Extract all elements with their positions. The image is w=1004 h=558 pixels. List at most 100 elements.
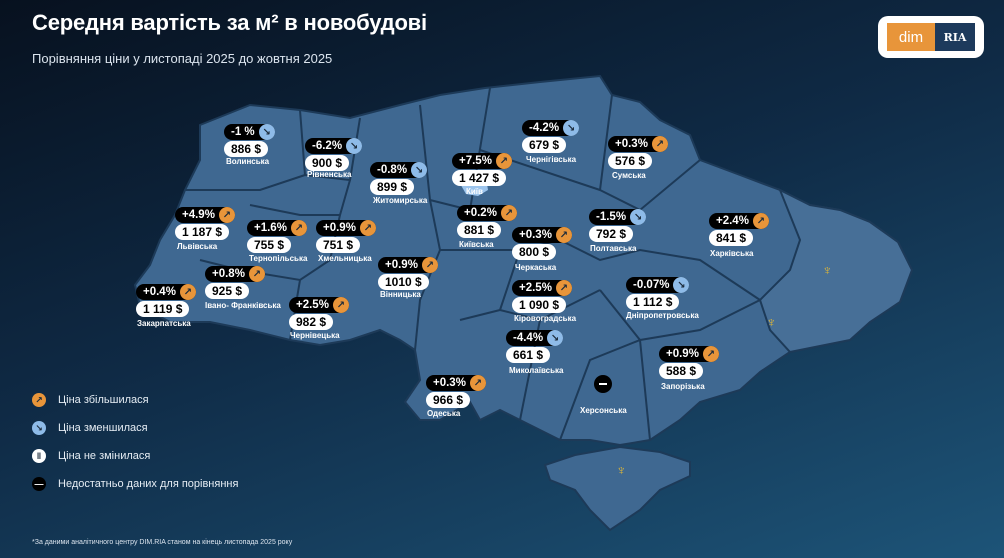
change-pill: -0.8% ↘ bbox=[370, 162, 428, 178]
arrow-up-right-icon: ↗ bbox=[218, 207, 235, 223]
change-value: +2.5% bbox=[519, 282, 552, 294]
region-name: Чернівецька bbox=[290, 331, 340, 340]
region-badge: +2.5% ↗ 1 090 $ bbox=[512, 278, 572, 313]
change-pill: -4.2% ↘ bbox=[522, 120, 580, 136]
change-value: -1 % bbox=[231, 126, 255, 138]
price-value: 900 $ bbox=[305, 155, 350, 171]
region-badge: -0.8% ↘ 899 $ bbox=[370, 160, 428, 195]
price-value: 881 $ bbox=[457, 222, 502, 238]
arrow-down-right-icon: ↘ bbox=[563, 120, 580, 136]
legend-label: Ціна збільшилася bbox=[58, 394, 149, 406]
arrow-up-right-icon: ↗ bbox=[32, 393, 46, 407]
price-value: 966 $ bbox=[426, 392, 471, 408]
change-value: +0.8% bbox=[212, 268, 245, 280]
change-pill: -1 % ↘ bbox=[224, 124, 275, 140]
region-badge: -4.2% ↘ 679 $ bbox=[522, 118, 580, 153]
change-pill: +2.5% ↗ bbox=[512, 280, 572, 296]
legend-item-no-data: — Недостатньо даних для порівняння bbox=[32, 470, 238, 498]
change-pill: +2.4% ↗ bbox=[709, 213, 769, 229]
change-value: +0.3% bbox=[519, 229, 552, 241]
change-value: +4.9% bbox=[182, 209, 215, 221]
change-pill: +0.3% ↗ bbox=[426, 375, 486, 391]
logo-ria: RIA bbox=[935, 23, 975, 51]
region-name: Запорізька bbox=[661, 382, 705, 391]
price-value: 751 $ bbox=[316, 237, 361, 253]
arrow-up-right-icon: ↗ bbox=[332, 297, 349, 313]
change-pill: +4.9% ↗ bbox=[175, 207, 235, 223]
change-value: +7.5% bbox=[459, 155, 492, 167]
change-value: -0.8% bbox=[377, 164, 408, 176]
trident-icon: ♆ bbox=[766, 314, 777, 330]
region-badge: +0.3% ↗ 800 $ bbox=[512, 225, 572, 260]
price-value: 588 $ bbox=[659, 363, 704, 379]
region-name: Волинська bbox=[226, 157, 270, 166]
arrow-down-right-icon: ↘ bbox=[258, 124, 275, 140]
change-value: +0.2% bbox=[464, 207, 497, 219]
change-pill: +0.3% ↗ bbox=[608, 136, 668, 152]
region-name: Львівська bbox=[177, 242, 218, 251]
arrow-down-right-icon: ↘ bbox=[411, 162, 428, 178]
change-pill: +0.3% ↗ bbox=[512, 227, 572, 243]
change-pill: +0.9% ↗ bbox=[659, 346, 719, 362]
price-value: 755 $ bbox=[247, 237, 292, 253]
change-pill: -1.5% ↘ bbox=[589, 209, 647, 225]
region-badge: +0.3% ↗ 576 $ bbox=[608, 134, 668, 169]
arrow-up-right-icon: ↗ bbox=[248, 266, 265, 282]
arrow-up-right-icon: ↗ bbox=[290, 220, 307, 236]
region-name: Київська bbox=[459, 240, 494, 249]
change-value: +0.4% bbox=[143, 286, 176, 298]
change-pill: -0.07% ↘ bbox=[626, 277, 690, 293]
page-title: Середня вартість за м² в новобудові bbox=[32, 10, 427, 35]
change-value: +2.5% bbox=[296, 299, 329, 311]
region-badge: -6.2% ↘ 900 $ bbox=[305, 136, 363, 171]
change-value: +2.4% bbox=[716, 215, 749, 227]
region-name: Київ bbox=[466, 187, 483, 196]
change-value: -1.5% bbox=[596, 211, 627, 223]
price-value: 1 112 $ bbox=[626, 294, 680, 310]
change-pill: +0.9% ↗ bbox=[316, 220, 376, 236]
region-badge: -4.4% ↘ 661 $ bbox=[506, 328, 564, 363]
price-value: 576 $ bbox=[608, 153, 653, 169]
change-pill: +0.2% ↗ bbox=[457, 205, 517, 221]
region-name: Херсонська bbox=[580, 406, 627, 415]
price-value: 792 $ bbox=[589, 226, 634, 242]
region-badge: +0.9% ↗ 588 $ bbox=[659, 344, 719, 379]
legend: ↗ Ціна збільшилася ↘ Ціна зменшилася ‖ Ціна… bbox=[32, 386, 238, 498]
change-value: -4.2% bbox=[529, 122, 560, 134]
price-value: 679 $ bbox=[522, 137, 567, 153]
logo-dim: dim bbox=[887, 23, 935, 51]
arrow-down-right-icon: ↘ bbox=[547, 330, 564, 346]
region-badge: +4.9% ↗ 1 187 $ bbox=[175, 205, 235, 240]
region-name: Рівненська bbox=[307, 170, 352, 179]
arrow-up-right-icon: ↗ bbox=[359, 220, 376, 236]
legend-item-increase: ↗ Ціна збільшилася bbox=[32, 386, 238, 414]
east-occupied-shape bbox=[758, 187, 914, 354]
arrow-up-right-icon: ↗ bbox=[495, 153, 512, 169]
region-badge: +0.3% ↗ 966 $ bbox=[426, 373, 486, 408]
region-name: Вінницька bbox=[380, 290, 421, 299]
region-name: Тернопільська bbox=[249, 254, 308, 263]
change-value: -0.07% bbox=[633, 279, 670, 291]
arrow-up-right-icon: ↗ bbox=[555, 280, 572, 296]
price-value: 1010 $ bbox=[378, 274, 429, 290]
region-badge: +0.9% ↗ 751 $ bbox=[316, 218, 376, 253]
legend-label: Ціна не змінилася bbox=[58, 450, 151, 462]
price-value: 1 427 $ bbox=[452, 170, 507, 186]
change-pill: -6.2% ↘ bbox=[305, 138, 363, 154]
region-badge: +1.6% ↗ 755 $ bbox=[247, 218, 307, 253]
change-value: +0.3% bbox=[615, 138, 648, 150]
arrow-up-right-icon: ↗ bbox=[469, 375, 486, 391]
price-value: 1 187 $ bbox=[175, 224, 230, 240]
change-pill: +0.9% ↗ bbox=[378, 257, 438, 273]
arrow-down-right-icon: ↘ bbox=[673, 277, 690, 293]
region-name: Миколаївська bbox=[509, 366, 564, 375]
change-value: -6.2% bbox=[312, 140, 343, 152]
price-value: 1 090 $ bbox=[512, 297, 567, 313]
footnote: *За даними аналітичного центру DIM.RIA с… bbox=[32, 539, 293, 546]
legend-label: Недостатньо даних для порівняння bbox=[58, 478, 239, 490]
region-badge: +0.2% ↗ 881 $ bbox=[457, 203, 517, 238]
region-badge: +0.9% ↗ 1010 $ bbox=[378, 255, 438, 290]
region-name: Житомирська bbox=[373, 196, 428, 205]
crimea-shape bbox=[543, 445, 691, 532]
region-name: Одеська bbox=[427, 409, 461, 418]
